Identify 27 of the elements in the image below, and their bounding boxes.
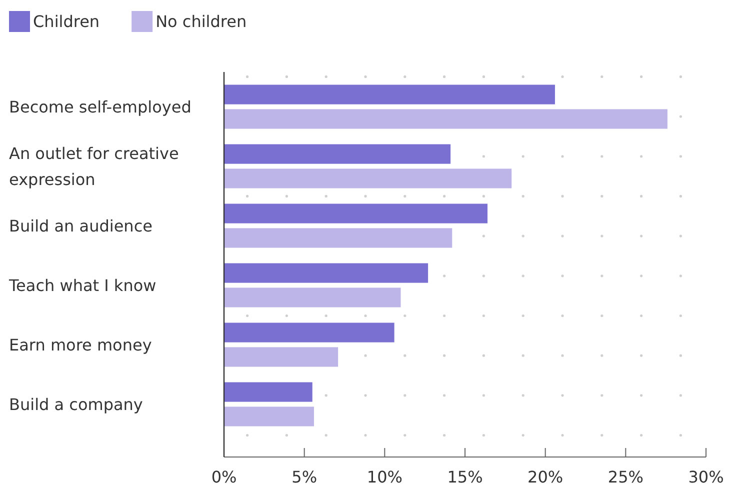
bar [224, 109, 668, 129]
x-tick-label: 15% [447, 467, 483, 486]
x-tick-label: 0% [211, 467, 237, 486]
x-tick-label: 5% [292, 467, 318, 486]
bar [224, 204, 488, 224]
y-tick-label: Become self-employed [9, 97, 192, 116]
y-tick-label: Build a company [9, 394, 143, 414]
y-tick-label: Earn more money [9, 335, 152, 354]
legend-label: No children [156, 12, 247, 32]
bar [224, 382, 312, 402]
x-tick-label: 30% [688, 467, 724, 486]
bar [224, 144, 451, 164]
legend-label: Children [33, 12, 100, 32]
bar [224, 263, 428, 283]
bar [224, 228, 452, 248]
bar [224, 84, 555, 104]
y-tick-label: An outlet for creative expression [9, 144, 179, 189]
bar [224, 322, 394, 342]
bar [224, 168, 512, 188]
x-tick-label: 20% [528, 467, 564, 486]
y-tick-label: Teach what I know [8, 276, 156, 295]
x-tick-label: 10% [366, 467, 402, 486]
bar [224, 347, 338, 367]
bar [224, 288, 401, 308]
y-tick-label: Build an audience [9, 216, 152, 236]
bar [224, 406, 314, 426]
x-tick-label: 25% [608, 467, 644, 486]
